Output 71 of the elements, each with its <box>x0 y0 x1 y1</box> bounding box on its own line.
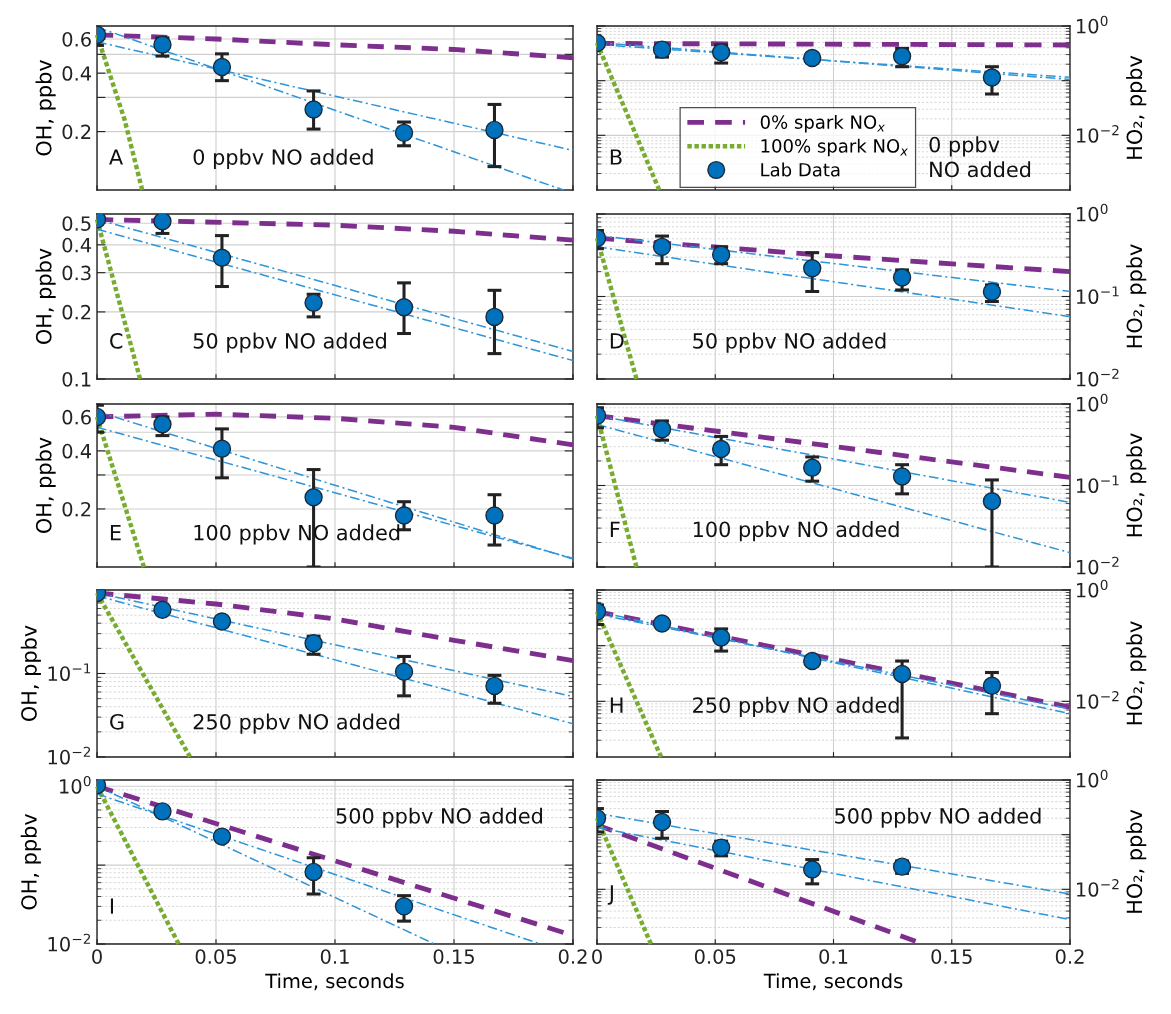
y-tick-label: 0.3 <box>62 265 91 281</box>
y-tick-label: 10$^{−2}$ <box>1077 879 1119 897</box>
y-axis-title: OH, ppbv <box>35 59 56 156</box>
y-tick-label: 10$^{0}$ <box>1077 15 1108 34</box>
y-tick-label: 10$^{−2}$ <box>1077 368 1119 387</box>
annotation: 500 ppbv NO added <box>336 807 542 828</box>
y-tick-label: 10$^{0}$ <box>1077 203 1108 222</box>
x-tick-label: 0 <box>592 949 602 964</box>
annotation: D <box>610 333 624 349</box>
legend-label: 100% spark NO$_{x}$ <box>761 138 908 157</box>
annotation: 250 ppbv NO added <box>193 713 400 734</box>
y-axis-title: HO₂, ppbv <box>1126 55 1147 159</box>
y-axis-title: OH, ppbv <box>35 248 56 344</box>
annotation: F <box>610 521 620 537</box>
annotation: E <box>110 524 121 541</box>
annotation: 50 ppbv NO added <box>693 332 886 353</box>
x-tick-label: 0 <box>92 949 102 964</box>
y-axis-title: HO₂, ppbv <box>1126 621 1147 725</box>
y-tick-label: 0.6 <box>62 409 91 425</box>
y-tick-label: 10$^{−1}$ <box>48 663 91 682</box>
annotation: 100 ppbv NO added <box>693 521 899 542</box>
annotation: 50 ppbv NO added <box>193 332 386 353</box>
y-tick-label: 0.5 <box>62 216 91 231</box>
legend-label: Lab Data <box>761 162 840 177</box>
y-axis-title: OH, ppbv <box>35 437 56 533</box>
y-tick-label: 0.2 <box>62 124 91 140</box>
y-tick-label: 0.4 <box>62 66 92 81</box>
annotation: 0 ppbv NO added <box>929 136 1031 178</box>
y-tick-label: 0.1 <box>62 371 91 387</box>
y-tick-label: 10$^{−2}$ <box>1077 556 1119 575</box>
y-tick-label: 10$^{−1}$ <box>1077 286 1119 305</box>
x-axis-title: Time, seconds <box>763 973 903 991</box>
x-tick-label: 0.15 <box>931 949 972 964</box>
x-tick-label: 0.05 <box>195 949 236 964</box>
y-tick-label: 0.4 <box>62 443 92 459</box>
y-tick-label: 10$^{−2}$ <box>1077 691 1119 709</box>
x-tick-label: 0.2 <box>1055 949 1084 964</box>
x-tick-label: 0.1 <box>320 949 349 964</box>
x-tick-label: 0.1 <box>819 949 848 964</box>
annotation: I <box>110 898 113 914</box>
y-tick-label: 10$^{0}$ <box>1077 579 1108 598</box>
annotation: B <box>610 149 622 165</box>
y-tick-label: 10$^{−1}$ <box>1077 475 1119 494</box>
y-tick-label: 0.6 <box>62 31 91 47</box>
y-axis-title: OH, ppbv <box>20 625 41 721</box>
y-axis-title: HO₂, ppbv <box>1126 809 1147 913</box>
annotation: J <box>607 885 613 905</box>
x-tick-label: 0.05 <box>694 949 736 964</box>
y-tick-label: 10$^{−2}$ <box>48 746 91 765</box>
annotation: 0 ppbv NO added <box>193 148 373 169</box>
y-tick-label: 10$^{−2}$ <box>1077 125 1119 143</box>
y-axis-title: HO₂, ppbv <box>1126 244 1147 348</box>
y-axis-title: OH, ppbv <box>20 813 41 910</box>
y-tick-label: 10$^{−2}$ <box>48 933 91 952</box>
x-tick-label: 0.15 <box>433 949 474 964</box>
y-tick-label: 10$^{0}$ <box>1077 769 1108 788</box>
annotation: 250 ppbv NO added <box>693 696 899 717</box>
x-tick-label: 0.2 <box>558 949 587 964</box>
y-tick-label: 10$^{0}$ <box>1077 393 1108 412</box>
y-tick-label: 0.4 <box>62 237 92 253</box>
annotation: H <box>610 697 623 713</box>
y-tick-label: 10$^{0}$ <box>60 775 91 794</box>
annotation: G <box>110 713 124 730</box>
annotation: C <box>110 332 123 349</box>
y-axis-title: HO₂, ppbv <box>1126 433 1147 537</box>
legend-label: 0% spark NO$_{x}$ <box>760 114 885 133</box>
y-tick-label: 0.2 <box>62 501 91 517</box>
annotation: 500 ppbv NO added <box>835 807 1041 828</box>
x-axis-title: Time, seconds <box>265 973 404 991</box>
y-tick-label: 0.2 <box>62 304 91 320</box>
annotation: A <box>109 149 123 165</box>
